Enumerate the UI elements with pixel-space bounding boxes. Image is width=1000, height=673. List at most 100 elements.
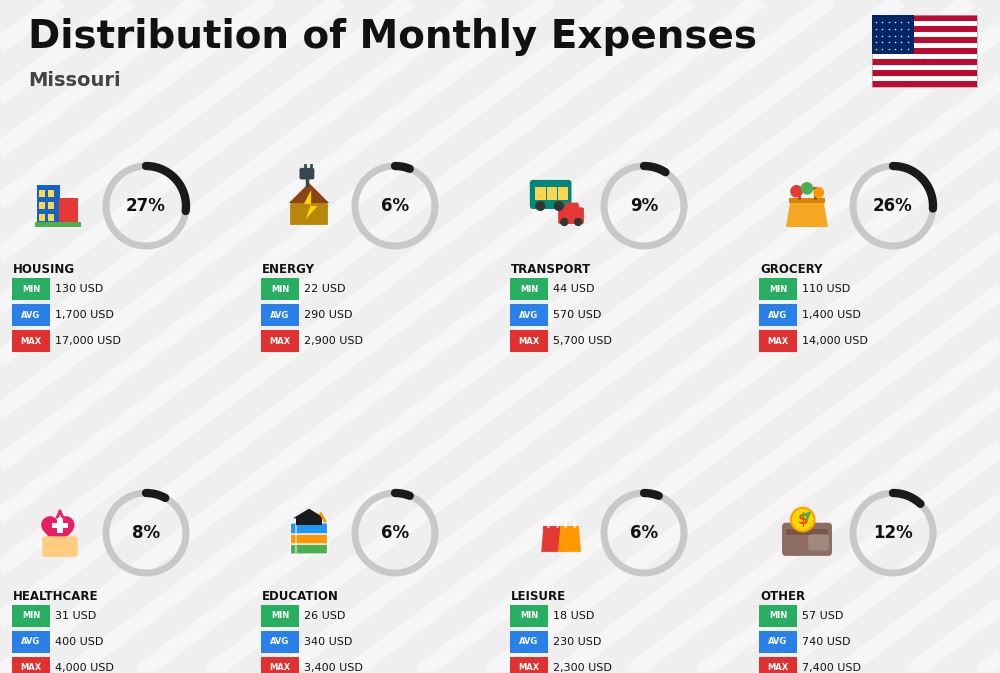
Text: OTHER: OTHER <box>760 590 805 603</box>
Text: MAX: MAX <box>518 664 540 672</box>
Circle shape <box>574 218 582 226</box>
Text: 22 USD: 22 USD <box>304 284 346 294</box>
FancyBboxPatch shape <box>872 48 977 54</box>
FancyBboxPatch shape <box>37 185 60 227</box>
FancyBboxPatch shape <box>547 187 557 200</box>
FancyBboxPatch shape <box>12 330 50 352</box>
FancyBboxPatch shape <box>290 523 328 534</box>
Text: MAX: MAX <box>20 664 42 672</box>
FancyBboxPatch shape <box>261 330 299 352</box>
FancyBboxPatch shape <box>261 631 299 653</box>
FancyBboxPatch shape <box>759 631 797 653</box>
Text: 2,900 USD: 2,900 USD <box>304 336 363 346</box>
Text: MAX: MAX <box>20 336 42 345</box>
FancyBboxPatch shape <box>52 523 68 528</box>
FancyBboxPatch shape <box>872 15 977 21</box>
Text: 26%: 26% <box>873 197 913 215</box>
FancyBboxPatch shape <box>35 222 81 227</box>
FancyBboxPatch shape <box>535 187 546 200</box>
FancyBboxPatch shape <box>261 657 299 673</box>
FancyBboxPatch shape <box>12 278 50 300</box>
FancyBboxPatch shape <box>296 518 322 524</box>
Text: AVG: AVG <box>519 637 539 647</box>
Text: AVG: AVG <box>519 310 539 320</box>
FancyBboxPatch shape <box>12 657 50 673</box>
FancyBboxPatch shape <box>560 526 579 530</box>
Text: AVG: AVG <box>21 310 41 320</box>
Text: 17,000 USD: 17,000 USD <box>55 336 121 346</box>
FancyBboxPatch shape <box>299 168 314 180</box>
Polygon shape <box>558 529 581 552</box>
Text: 110 USD: 110 USD <box>802 284 850 294</box>
FancyBboxPatch shape <box>261 605 299 627</box>
Text: 400 USD: 400 USD <box>55 637 103 647</box>
FancyBboxPatch shape <box>759 657 797 673</box>
Polygon shape <box>563 203 580 209</box>
Text: EDUCATION: EDUCATION <box>262 590 339 603</box>
Text: LEISURE: LEISURE <box>511 590 566 603</box>
FancyBboxPatch shape <box>786 529 828 535</box>
Text: MIN: MIN <box>271 612 289 621</box>
FancyBboxPatch shape <box>42 536 78 557</box>
FancyBboxPatch shape <box>558 187 568 200</box>
Text: MAX: MAX <box>269 336 291 345</box>
FancyBboxPatch shape <box>872 26 977 32</box>
Text: 6%: 6% <box>630 524 658 542</box>
Text: 26 USD: 26 USD <box>304 611 345 621</box>
Text: GROCERY: GROCERY <box>760 263 822 276</box>
FancyBboxPatch shape <box>789 198 825 203</box>
Text: 5,700 USD: 5,700 USD <box>553 336 612 346</box>
Text: MAX: MAX <box>767 336 789 345</box>
Text: 570 USD: 570 USD <box>553 310 601 320</box>
FancyBboxPatch shape <box>872 65 977 71</box>
FancyBboxPatch shape <box>872 71 977 76</box>
FancyBboxPatch shape <box>759 605 797 627</box>
Text: 8%: 8% <box>132 524 160 542</box>
Circle shape <box>560 218 568 226</box>
Text: 3,400 USD: 3,400 USD <box>304 663 363 673</box>
FancyBboxPatch shape <box>872 81 977 87</box>
Text: 6%: 6% <box>381 524 409 542</box>
Polygon shape <box>289 183 329 203</box>
Text: 1,700 USD: 1,700 USD <box>55 310 114 320</box>
Text: 290 USD: 290 USD <box>304 310 352 320</box>
Text: 7,400 USD: 7,400 USD <box>802 663 861 673</box>
Circle shape <box>813 187 824 198</box>
Circle shape <box>535 201 545 211</box>
Text: ENERGY: ENERGY <box>262 263 315 276</box>
FancyBboxPatch shape <box>290 533 328 544</box>
Text: 340 USD: 340 USD <box>304 637 352 647</box>
FancyBboxPatch shape <box>12 304 50 326</box>
Text: MIN: MIN <box>22 285 40 293</box>
FancyBboxPatch shape <box>510 631 548 653</box>
Text: Missouri: Missouri <box>28 71 121 90</box>
FancyBboxPatch shape <box>48 190 54 197</box>
FancyBboxPatch shape <box>808 534 829 551</box>
FancyBboxPatch shape <box>872 32 977 37</box>
FancyBboxPatch shape <box>510 278 548 300</box>
Text: AVG: AVG <box>21 637 41 647</box>
Text: HOUSING: HOUSING <box>13 263 75 276</box>
Text: AVG: AVG <box>270 637 290 647</box>
FancyBboxPatch shape <box>872 59 977 65</box>
Text: AVG: AVG <box>270 310 290 320</box>
Circle shape <box>790 185 803 198</box>
Text: MIN: MIN <box>520 285 538 293</box>
Text: MAX: MAX <box>767 664 789 672</box>
Text: 9%: 9% <box>630 197 658 215</box>
FancyBboxPatch shape <box>39 202 45 209</box>
Polygon shape <box>42 517 74 546</box>
Text: 44 USD: 44 USD <box>553 284 594 294</box>
Text: TRANSPORT: TRANSPORT <box>511 263 591 276</box>
FancyBboxPatch shape <box>872 42 977 48</box>
Circle shape <box>801 182 813 194</box>
FancyBboxPatch shape <box>759 304 797 326</box>
Text: MIN: MIN <box>271 285 289 293</box>
FancyBboxPatch shape <box>510 605 548 627</box>
Circle shape <box>554 201 564 211</box>
Text: MIN: MIN <box>769 612 787 621</box>
Text: MAX: MAX <box>518 336 540 345</box>
FancyBboxPatch shape <box>48 202 54 209</box>
FancyBboxPatch shape <box>510 657 548 673</box>
FancyBboxPatch shape <box>872 15 914 54</box>
